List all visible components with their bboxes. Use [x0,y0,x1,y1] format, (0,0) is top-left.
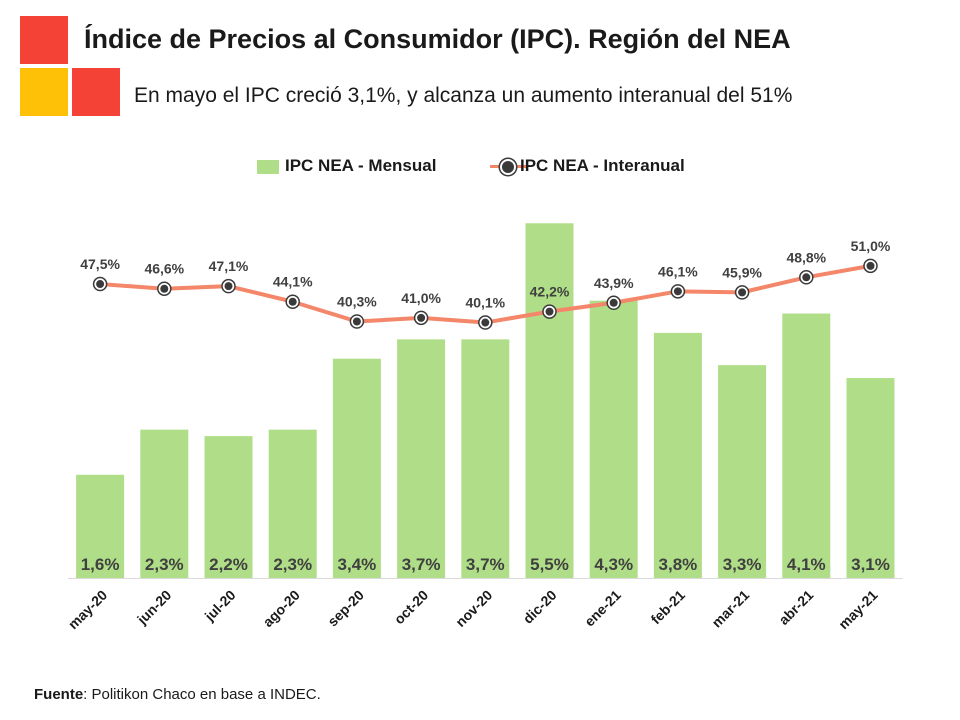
legend-line-marker [500,159,516,175]
source-note: Fuente: Politikon Chaco en base a INDEC. [34,686,321,703]
legend-bar-label: IPC NEA - Mensual [285,156,437,175]
x-tick-label: sep-20 [324,587,367,630]
line-point [352,317,361,326]
line-value-label: 45,9% [722,264,762,280]
legend-bar-swatch [257,160,279,174]
bar [718,365,767,578]
line-value-label: 51,0% [851,238,891,254]
bar-value-label: 3,1% [851,555,890,574]
line-point [866,261,875,270]
line-value-label: 47,1% [209,258,249,274]
line-value-label: 42,2% [530,284,570,300]
line-point [738,288,747,297]
x-tick-label: ago-20 [260,587,303,630]
x-tick-label: feb-21 [648,587,689,628]
x-tick-label: jul-20 [201,587,239,625]
line-point [481,318,490,327]
bar-value-label: 2,3% [145,555,184,574]
line-value-label: 40,1% [465,295,505,311]
bar-value-label: 3,4% [338,555,377,574]
line-point [224,282,233,291]
line-point [288,297,297,306]
x-tick-label: nov-20 [452,587,495,630]
bar [461,339,510,578]
bar-value-label: 2,2% [209,555,248,574]
logo-square-bottom-right [72,68,120,116]
chart-subtitle: En mayo el IPC creció 3,1%, y alcanza un… [134,84,793,107]
line-point [160,284,169,293]
bar-value-label: 3,7% [402,555,441,574]
line-point [417,313,426,322]
bar [525,223,574,578]
line-point [96,280,105,289]
bar-value-label: 4,1% [787,555,826,574]
bar [589,300,638,578]
bar [653,332,702,578]
bar-value-label: 3,8% [659,555,698,574]
x-tick-label: jun-20 [133,587,174,628]
source-text: : Politikon Chaco en base a INDEC. [83,686,321,703]
bar-value-label: 2,3% [273,555,312,574]
logo-square-top [20,16,68,64]
bar [397,339,446,578]
line-value-label: 43,9% [594,275,634,291]
bar-value-label: 1,6% [81,555,120,574]
x-tick-label: oct-20 [391,587,432,628]
legend-line-label: IPC NEA - Interanual [520,156,685,175]
x-tick-label: may-20 [65,587,111,633]
bar-value-label: 4,3% [594,555,633,574]
source-label: Fuente [34,686,84,703]
line-value-label: 41,0% [401,290,441,306]
bar [782,313,831,578]
line-point [673,287,682,296]
bar [332,358,381,578]
x-tick-label: mar-21 [708,587,752,631]
line-value-label: 48,8% [786,249,826,265]
chart-title: Índice de Precios al Consumidor (IPC). R… [84,24,791,54]
x-tick-label: may-21 [835,587,881,633]
bar [268,429,317,578]
line-value-label: 46,6% [144,261,184,277]
bar [204,436,253,578]
line-value-label: 46,1% [658,263,698,279]
x-tick-label: ene-21 [581,587,624,630]
x-tick-label: abr-21 [775,587,816,628]
bar [76,474,125,578]
bar-value-label: 3,7% [466,555,505,574]
line-point [545,307,554,316]
legend: IPC NEA - Mensual IPC NEA - Interanual [0,152,960,180]
line-value-label: 47,5% [80,256,120,272]
bar [140,429,189,578]
bar-value-label: 5,5% [530,555,569,574]
logo-square-bottom-left [20,68,68,116]
bar-value-label: 3,3% [723,555,762,574]
line-point [802,273,811,282]
line-point [609,298,618,307]
x-tick-label: dic-20 [520,587,560,627]
line-value-label: 40,3% [337,294,377,310]
line-value-label: 44,1% [273,274,313,290]
bar [846,378,895,578]
